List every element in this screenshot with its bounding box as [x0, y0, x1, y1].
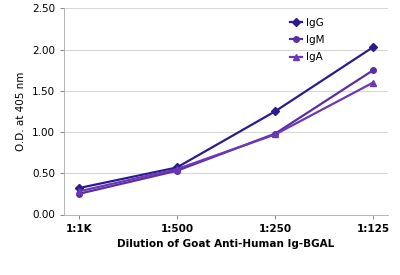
IgG	[273, 110, 278, 113]
IgM	[371, 68, 376, 72]
IgA	[174, 167, 179, 171]
IgG	[371, 45, 376, 49]
IgA	[371, 81, 376, 84]
Line: IgG: IgG	[76, 44, 376, 191]
IgA	[273, 133, 278, 136]
IgM	[273, 132, 278, 135]
IgG	[174, 166, 179, 169]
IgA	[76, 190, 81, 193]
IgM	[174, 169, 179, 172]
X-axis label: Dilution of Goat Anti-Human Ig-BGAL: Dilution of Goat Anti-Human Ig-BGAL	[117, 239, 335, 249]
Line: IgM: IgM	[76, 67, 376, 197]
Legend: IgG, IgM, IgA: IgG, IgM, IgA	[290, 18, 325, 62]
IgM	[76, 192, 81, 196]
IgG	[76, 186, 81, 190]
Line: IgA: IgA	[76, 80, 376, 194]
Y-axis label: O.D. at 405 nm: O.D. at 405 nm	[16, 72, 26, 151]
